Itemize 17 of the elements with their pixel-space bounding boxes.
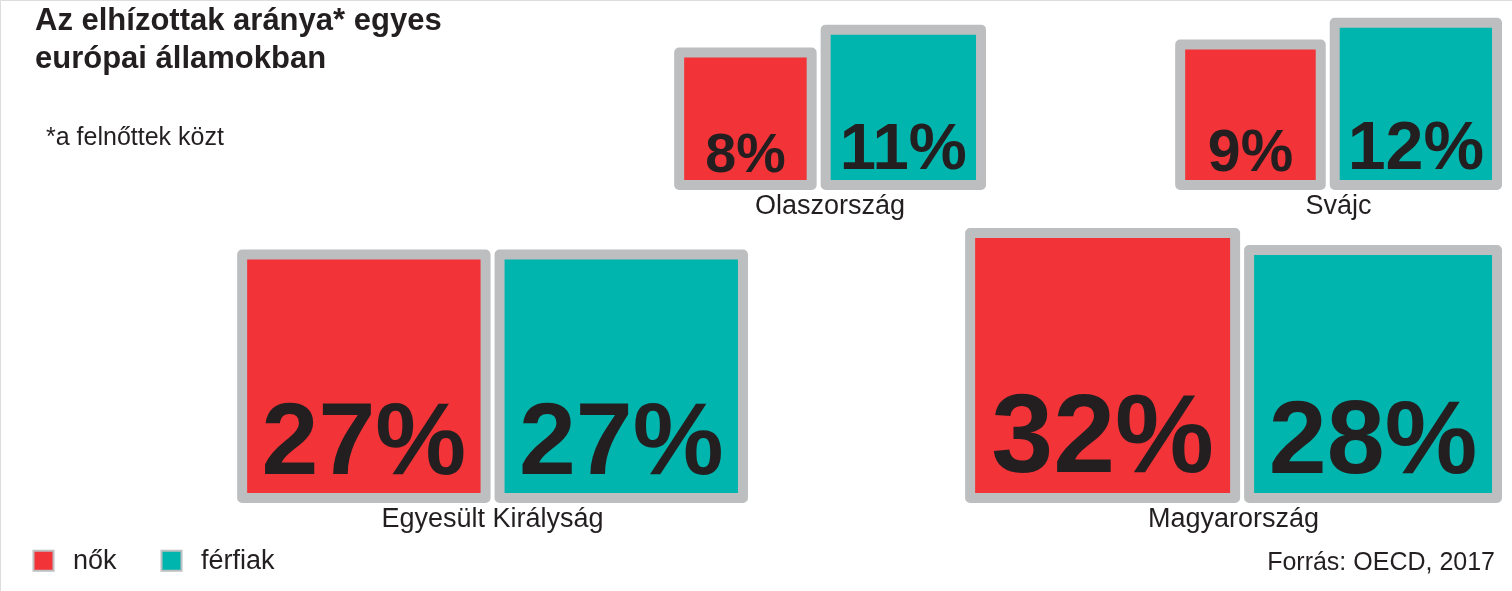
category-label: Svájc — [1305, 190, 1372, 220]
data-label: 8% — [705, 121, 786, 184]
category-label: Olaszország — [755, 190, 906, 220]
category-label: Egyesült Királyság — [381, 503, 604, 533]
data-label: 27% — [518, 380, 724, 496]
text: Forrás: OECD, 2017 — [1267, 547, 1495, 575]
data-label: 28% — [1268, 379, 1478, 496]
legend-label: nők — [73, 544, 118, 575]
data-label: 11% — [839, 110, 967, 184]
data-label: 27% — [261, 380, 467, 496]
data-label: 9% — [1207, 117, 1294, 184]
category-label: Magyarország — [1148, 503, 1320, 533]
legend-label: férfiak — [201, 544, 276, 575]
text: *a felnőttek közt — [46, 122, 224, 150]
text: Az elhízottak aránya* egyes európai államokban — [35, 2, 442, 75]
data-label: 32% — [991, 370, 1214, 496]
data-label: 12% — [1347, 106, 1485, 183]
